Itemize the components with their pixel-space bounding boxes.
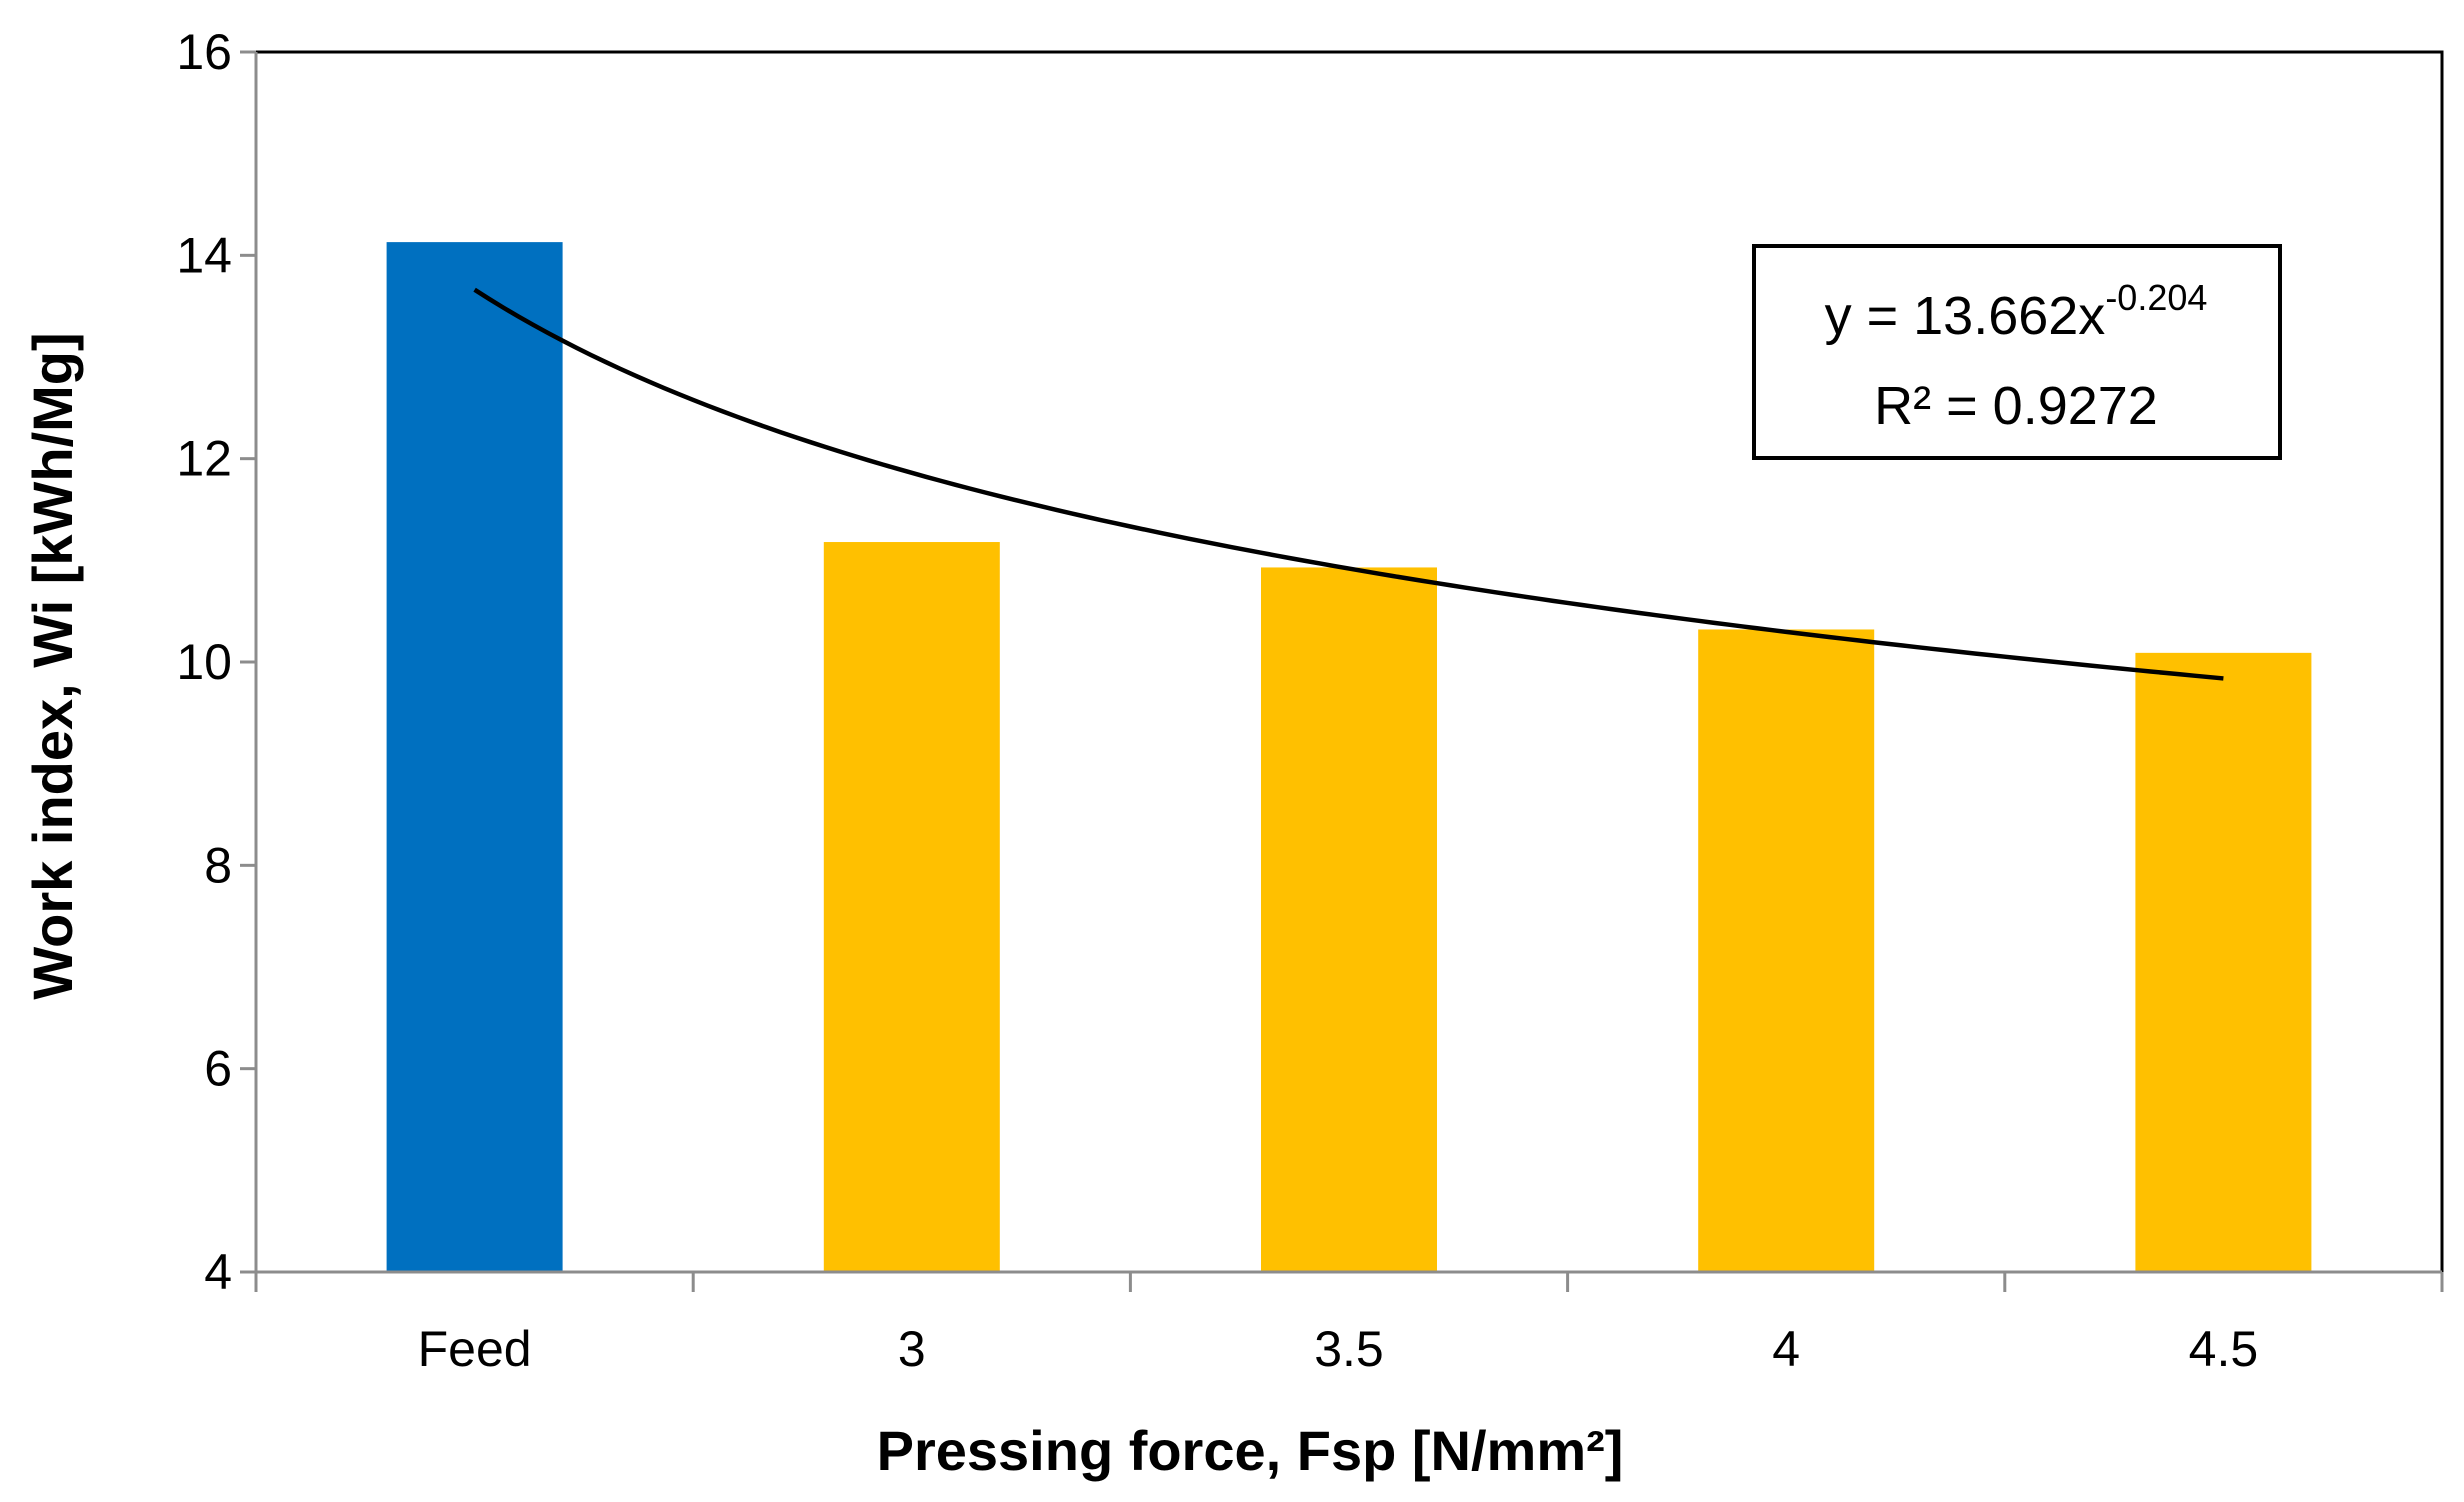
x-tick-label: Feed [418, 1321, 532, 1377]
power-trendline [473, 287, 2224, 681]
x-tick-label: 3.5 [1314, 1321, 1384, 1377]
bar-3-5 [1261, 567, 1437, 1272]
bar-feed [386, 242, 563, 1272]
r-squared-label: R² = 0.9272 [1874, 376, 2158, 436]
x-tick-label: 4 [1772, 1321, 1800, 1377]
x-tick-label: 4.5 [2189, 1321, 2259, 1377]
bar-4-5 [2135, 652, 2312, 1272]
y-tick-label: 10 [176, 634, 232, 690]
equation-exponent: -0.204 [2105, 277, 2207, 318]
bar-3 [823, 542, 1000, 1272]
y-tick-label: 4 [204, 1244, 232, 1300]
bars-layer [386, 242, 2312, 1272]
ticks-layer: 4 6 8 10 12 14 16 Feed 3 3.5 4 4.5 [176, 24, 2444, 1377]
trendline-equation-box: y = 13.662x-0.204 R² = 0.9272 [1752, 244, 2282, 460]
x-tick-label: 3 [898, 1321, 926, 1377]
y-tick-label: 12 [176, 431, 232, 487]
y-tick-label: 8 [204, 837, 232, 893]
trendline-equation: y = 13.662x-0.204 [1825, 277, 2208, 346]
y-tick-label: 16 [176, 24, 232, 80]
x-axis-title: Pressing force, Fsp [N/mm²] [877, 1419, 1624, 1482]
y-axis-title: Work index, Wi [kWh/Mg] [21, 332, 84, 999]
y-tick-label: 14 [176, 227, 232, 283]
equation-base: y = 13.662x [1825, 286, 2106, 346]
y-tick-label: 6 [204, 1041, 232, 1097]
trendline-layer [473, 287, 2224, 681]
bar-4 [1698, 629, 1875, 1272]
equation-box-border [1752, 244, 2282, 460]
